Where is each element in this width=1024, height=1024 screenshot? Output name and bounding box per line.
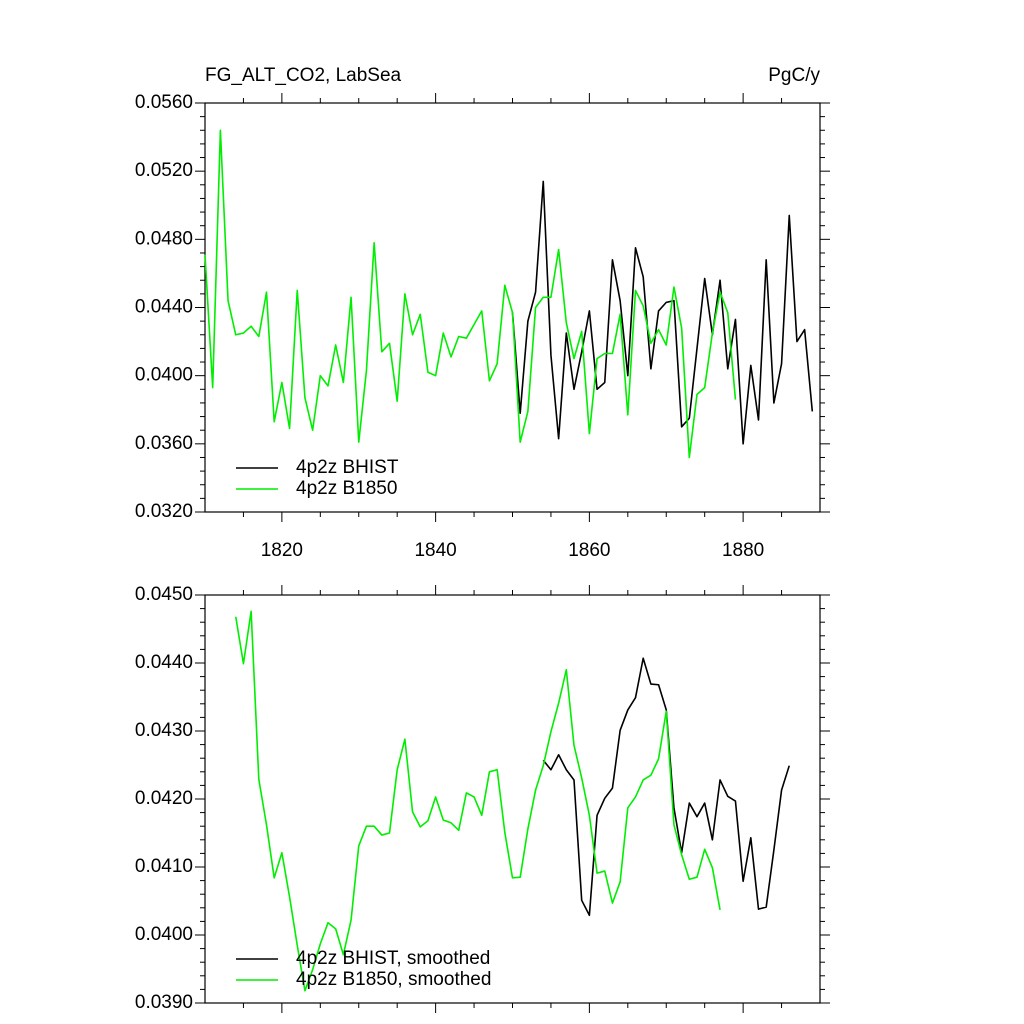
series-line — [542, 657, 791, 917]
y-tick-label: 0.0560 — [135, 92, 193, 113]
chart-title: FG_ALT_CO2, LabSea — [205, 65, 402, 86]
legend-label: 4p2z B1850, smoothed — [296, 969, 491, 990]
legend-label: 4p2z BHIST — [296, 457, 399, 478]
y-tick-label: 0.0480 — [135, 228, 193, 249]
y-tick-label: 0.0390 — [135, 992, 193, 1013]
y-tick-label: 0.0400 — [135, 365, 193, 386]
y-tick-label: 0.0520 — [135, 160, 193, 181]
y-tick-label: 0.0440 — [135, 297, 193, 318]
series-line — [204, 129, 737, 459]
y-tick-label: 0.0360 — [135, 433, 193, 454]
y-tick-label: 0.0420 — [135, 788, 193, 809]
x-tick-label: 1840 — [414, 540, 456, 561]
x-tick-label: 1880 — [722, 540, 764, 561]
y-tick-label: 0.0320 — [135, 501, 193, 522]
series-line — [511, 180, 814, 445]
legend-label: 4p2z BHIST, smoothed — [296, 948, 490, 969]
y-tick-label: 0.0430 — [135, 720, 193, 741]
y-tick-label: 0.0440 — [135, 652, 193, 673]
units-label: PgC/y — [768, 65, 820, 86]
x-tick-label: 1860 — [568, 540, 610, 561]
x-tick-label: 1820 — [261, 540, 303, 561]
y-tick-label: 0.0400 — [135, 924, 193, 945]
y-tick-label: 0.0410 — [135, 856, 193, 877]
legend-label: 4p2z B1850 — [296, 478, 397, 499]
y-tick-label: 0.0450 — [135, 584, 193, 605]
series-line — [234, 610, 721, 992]
